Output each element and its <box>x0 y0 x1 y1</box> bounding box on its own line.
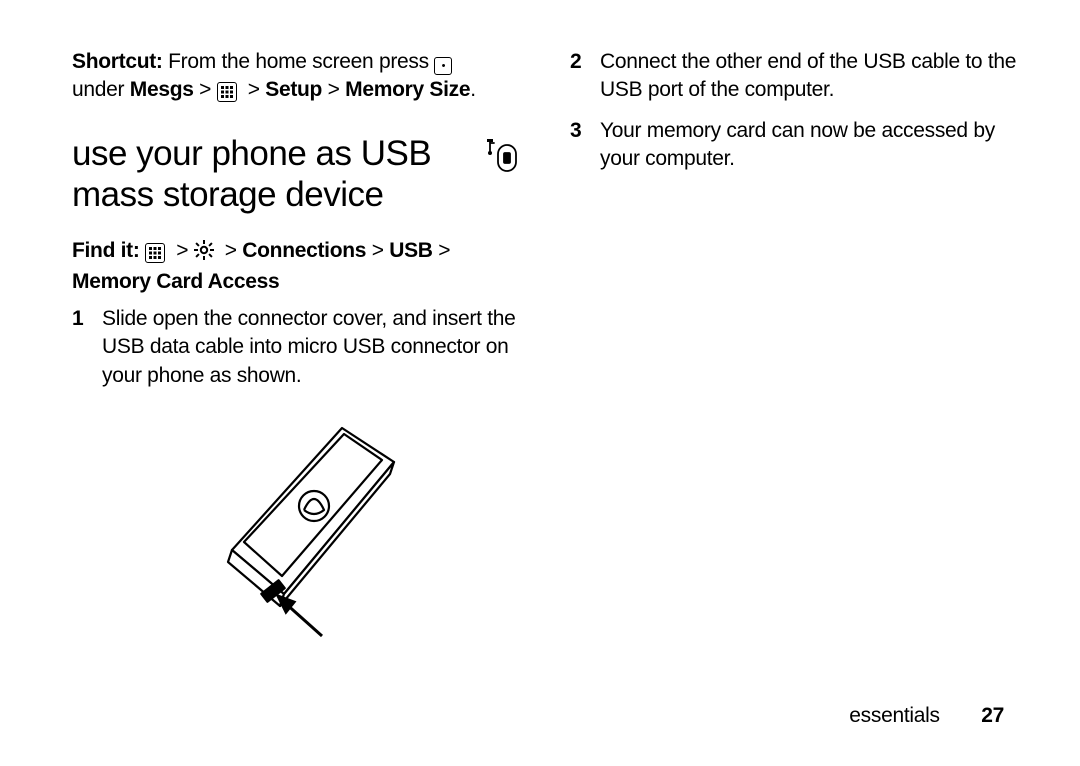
steps-list-right: Connect the other end of the USB cable t… <box>570 48 1020 185</box>
shortcut-text-2: under <box>72 78 130 101</box>
left-column: Shortcut: From the home screen press und… <box>72 48 522 668</box>
step-3: Your memory card can now be accessed by … <box>570 117 1020 174</box>
heading-row: use your phone as USB mass storage devic… <box>72 133 522 216</box>
nav-memory-card-access: Memory Card Access <box>72 270 279 293</box>
phone-illustration <box>172 410 422 645</box>
shortcut-text-1: From the home screen press <box>163 50 435 73</box>
step-2: Connect the other end of the USB cable t… <box>570 48 1020 105</box>
shortcut-label: Shortcut: <box>72 50 163 73</box>
nav-mesgs: Mesgs <box>130 78 194 101</box>
usb-storage-icon <box>482 139 522 180</box>
footer-section: essentials <box>849 704 939 727</box>
nav-setup: Setup <box>265 78 322 101</box>
settings-gear-icon <box>194 240 214 267</box>
shortcut-paragraph: Shortcut: From the home screen press und… <box>72 48 522 105</box>
step-1: Slide open the connector cover, and inse… <box>72 305 522 390</box>
menu-grid-icon <box>145 243 165 263</box>
nav-usb: USB <box>389 239 432 262</box>
section-heading: use your phone as USB mass storage devic… <box>72 133 470 216</box>
nav-connections: Connections <box>242 239 366 262</box>
nav-memory-size: Memory Size <box>345 78 470 101</box>
nav-key-icon <box>434 57 452 75</box>
menu-grid-icon <box>217 82 237 102</box>
page-columns: Shortcut: From the home screen press und… <box>72 48 1020 668</box>
findit-paragraph: Find it: > > Connections > USB > Memory … <box>72 237 522 295</box>
findit-label: Find it: <box>72 239 140 262</box>
right-column: Connect the other end of the USB cable t… <box>570 48 1020 668</box>
page-number: 27 <box>981 704 1004 727</box>
page-footer: essentials 27 <box>849 704 1004 728</box>
steps-list-left: Slide open the connector cover, and inse… <box>72 305 522 402</box>
